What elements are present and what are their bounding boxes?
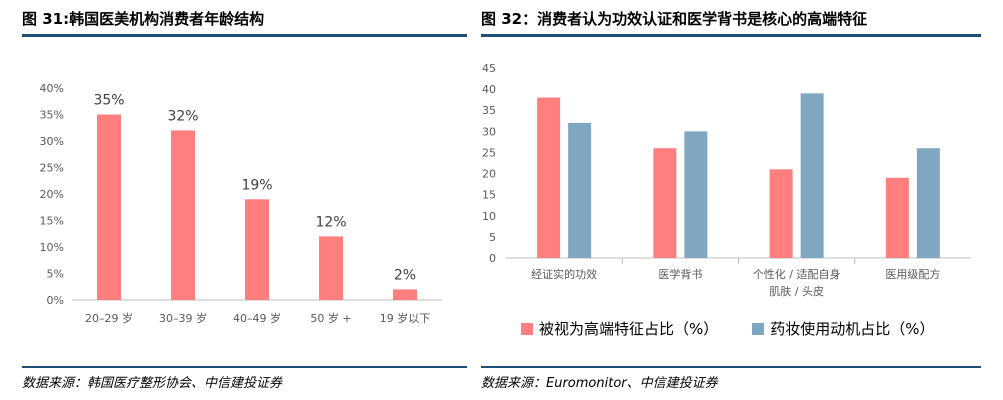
legend-label-series-2: 药妆使用动机占比（%） [770,320,935,338]
bar-series-2 [684,131,708,258]
bar-series-1 [537,97,561,258]
legend-label-series-1: 被视为高端特征占比（%） [539,320,719,338]
y-tick-label: 20% [40,188,64,201]
bar [393,289,417,300]
figure-32-source: 数据来源：Euromonitor、中信建投证券 [481,376,718,391]
y-tick-label: 0% [47,294,64,307]
x-tick-label: 50 岁 + [310,311,351,325]
y-tick-label: 40 [482,83,496,96]
x-tick-label: 40–49 岁 [233,311,281,325]
y-tick-label: 25% [40,162,64,175]
bar [171,130,195,300]
figure-31-bottom-rule [22,366,467,368]
bar-series-2 [916,148,940,258]
figure-31-title: 图 31:韩国医美机构消费者年龄结构 [22,10,265,28]
bar-series-1 [653,148,677,258]
bar-series-1 [885,177,909,258]
y-tick-label: 30% [40,135,64,148]
x-tick-label: 经证实的功效 [531,267,597,281]
y-tick-label: 10 [482,210,496,223]
age-structure-chart: 0% 5% 10% 15% 20% 25% 30% 35% 40% 35% 20–29 岁 32% 30… [40,82,442,325]
bar-series-2 [800,93,824,258]
data-label: 19% [241,177,272,193]
x-tick-label: 医学背书 [658,267,702,281]
y-tick-label: 40% [40,82,64,95]
bar-series-2 [568,122,592,258]
y-tick-label: 45 [482,62,496,75]
y-tick-label: 0 [489,252,496,265]
data-label: 2% [394,267,416,283]
figure-31-title-rule [22,34,467,37]
bar [245,199,269,300]
y-tick-label: 5 [489,231,496,244]
premium-features-chart: 0 5 10 15 20 25 30 35 40 45 经证实的功效 医学背书 个性化 / 适配自身肌肤… [482,62,971,298]
y-tick-label: 35 [482,104,496,117]
figure-32-title-rule [481,34,981,37]
y-tick-label: 10% [40,241,64,254]
bar-series-1 [769,169,793,258]
figure-31-source: 数据来源：韩国医疗整形协会、中信建投证券 [22,376,283,391]
x-tick-label: 医用级配方 [885,267,940,281]
figure-32-panel: 图 32：消费者认为功效认证和医学背书是核心的高端特征 0 5 10 15 20 25 30… [481,0,981,400]
y-tick-label: 15% [40,215,64,228]
legend-swatch-series-1 [521,322,533,335]
data-label: 35% [93,93,124,109]
figure-32-legend: 被视为高端特征占比（%） 药妆使用动机占比（%） [521,318,935,339]
y-tick-label: 5% [47,268,64,281]
y-tick-label: 20 [482,168,496,181]
figure-32-title: 图 32：消费者认为功效认证和医学背书是核心的高端特征 [481,10,868,28]
x-tick-label: 19 岁以下 [380,311,431,325]
x-tick-label: 30–39 岁 [159,311,207,325]
data-label: 32% [167,108,198,124]
bar [97,114,121,300]
legend-swatch-series-2 [752,322,765,335]
figure-32-bottom-rule [481,366,981,368]
bar [319,236,343,300]
x-tick-label: 肌肤 / 头皮 [769,284,824,298]
y-tick-label: 35% [40,109,64,122]
y-tick-label: 25 [482,146,496,159]
data-label: 12% [315,214,346,230]
y-tick-label: 30 [482,125,496,138]
legend-item-series-2: 药妆使用动机占比（%） [752,318,935,339]
figure-31-panel: 图 31:韩国医美机构消费者年龄结构 0% 5% 10% 15% 20% 25% 30% 35… [22,0,467,400]
x-tick-label: 20–29 岁 [85,311,133,325]
y-tick-label: 15 [482,189,496,202]
x-tick-label: 个性化 / 适配自身 [753,267,841,281]
legend-item-series-1: 被视为高端特征占比（%） [521,318,718,339]
